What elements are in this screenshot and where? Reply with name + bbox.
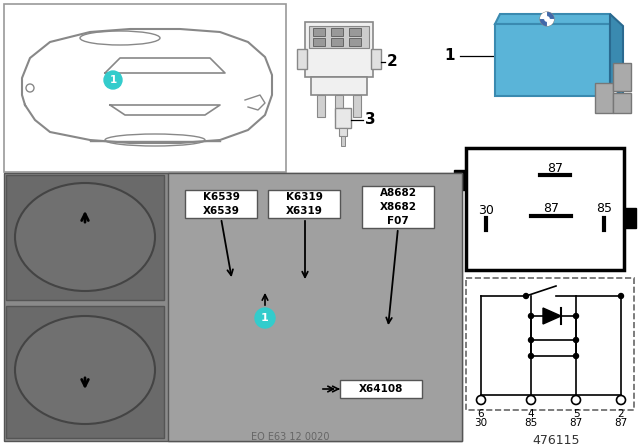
Text: 5: 5 <box>573 409 579 419</box>
Text: 2: 2 <box>387 55 397 69</box>
Circle shape <box>524 293 529 298</box>
Bar <box>531 340 576 356</box>
Bar <box>613 63 631 91</box>
Bar <box>6 175 164 300</box>
Bar <box>335 95 343 117</box>
Bar <box>341 136 345 146</box>
Text: 30: 30 <box>474 418 488 428</box>
Circle shape <box>573 314 579 319</box>
Bar <box>595 83 613 113</box>
Bar <box>4 173 462 441</box>
Bar <box>311 77 367 95</box>
Bar <box>340 380 422 398</box>
Circle shape <box>540 12 554 26</box>
Bar <box>454 170 467 190</box>
Bar <box>335 108 351 128</box>
Polygon shape <box>610 14 623 96</box>
Circle shape <box>616 396 625 405</box>
Text: 30: 30 <box>478 203 494 216</box>
Circle shape <box>529 353 534 358</box>
Circle shape <box>529 314 534 319</box>
Bar <box>353 95 361 117</box>
Circle shape <box>104 71 122 89</box>
Text: 1: 1 <box>109 75 116 85</box>
Text: K6319
X6319: K6319 X6319 <box>285 192 323 216</box>
Bar <box>305 22 373 77</box>
Bar <box>371 49 381 69</box>
Text: 3: 3 <box>365 112 376 128</box>
Text: 1: 1 <box>261 313 269 323</box>
Bar <box>313 38 325 46</box>
Bar <box>331 28 343 36</box>
Ellipse shape <box>15 183 155 291</box>
Polygon shape <box>543 308 561 324</box>
Text: X64108: X64108 <box>359 384 403 394</box>
Bar <box>466 148 624 270</box>
Bar <box>349 38 361 46</box>
Bar <box>613 93 631 113</box>
Bar <box>466 278 634 410</box>
Bar <box>185 190 257 218</box>
Text: 4: 4 <box>528 409 534 419</box>
Text: 87: 87 <box>614 418 628 428</box>
Text: 85: 85 <box>524 418 538 428</box>
Bar <box>313 28 325 36</box>
Bar <box>317 95 325 117</box>
Text: 85: 85 <box>596 202 612 215</box>
Text: 87: 87 <box>570 418 582 428</box>
Circle shape <box>618 293 623 298</box>
Circle shape <box>477 396 486 405</box>
Bar <box>168 173 462 441</box>
Text: 6: 6 <box>477 409 484 419</box>
Bar <box>362 186 434 228</box>
Bar <box>6 306 164 438</box>
Bar <box>268 190 340 218</box>
Bar <box>349 28 361 36</box>
Bar <box>297 49 307 69</box>
Bar <box>309 26 369 48</box>
Circle shape <box>529 337 534 343</box>
Text: 476115: 476115 <box>532 434 580 447</box>
Text: 2: 2 <box>618 409 624 419</box>
Text: K6539
X6539: K6539 X6539 <box>203 192 239 216</box>
Text: A8682
X8682
F07: A8682 X8682 F07 <box>380 188 417 226</box>
Bar <box>495 24 610 96</box>
Circle shape <box>527 396 536 405</box>
Bar <box>4 4 286 172</box>
Text: 87: 87 <box>547 161 563 175</box>
Circle shape <box>573 337 579 343</box>
Text: 1: 1 <box>445 48 455 64</box>
Bar <box>339 128 347 136</box>
Bar <box>623 208 636 228</box>
Text: 87: 87 <box>543 202 559 215</box>
Text: EO E63 12 0020: EO E63 12 0020 <box>251 432 329 442</box>
Polygon shape <box>495 14 615 24</box>
Circle shape <box>255 308 275 328</box>
Ellipse shape <box>15 316 155 424</box>
Bar <box>331 38 343 46</box>
Circle shape <box>573 353 579 358</box>
Circle shape <box>572 396 580 405</box>
